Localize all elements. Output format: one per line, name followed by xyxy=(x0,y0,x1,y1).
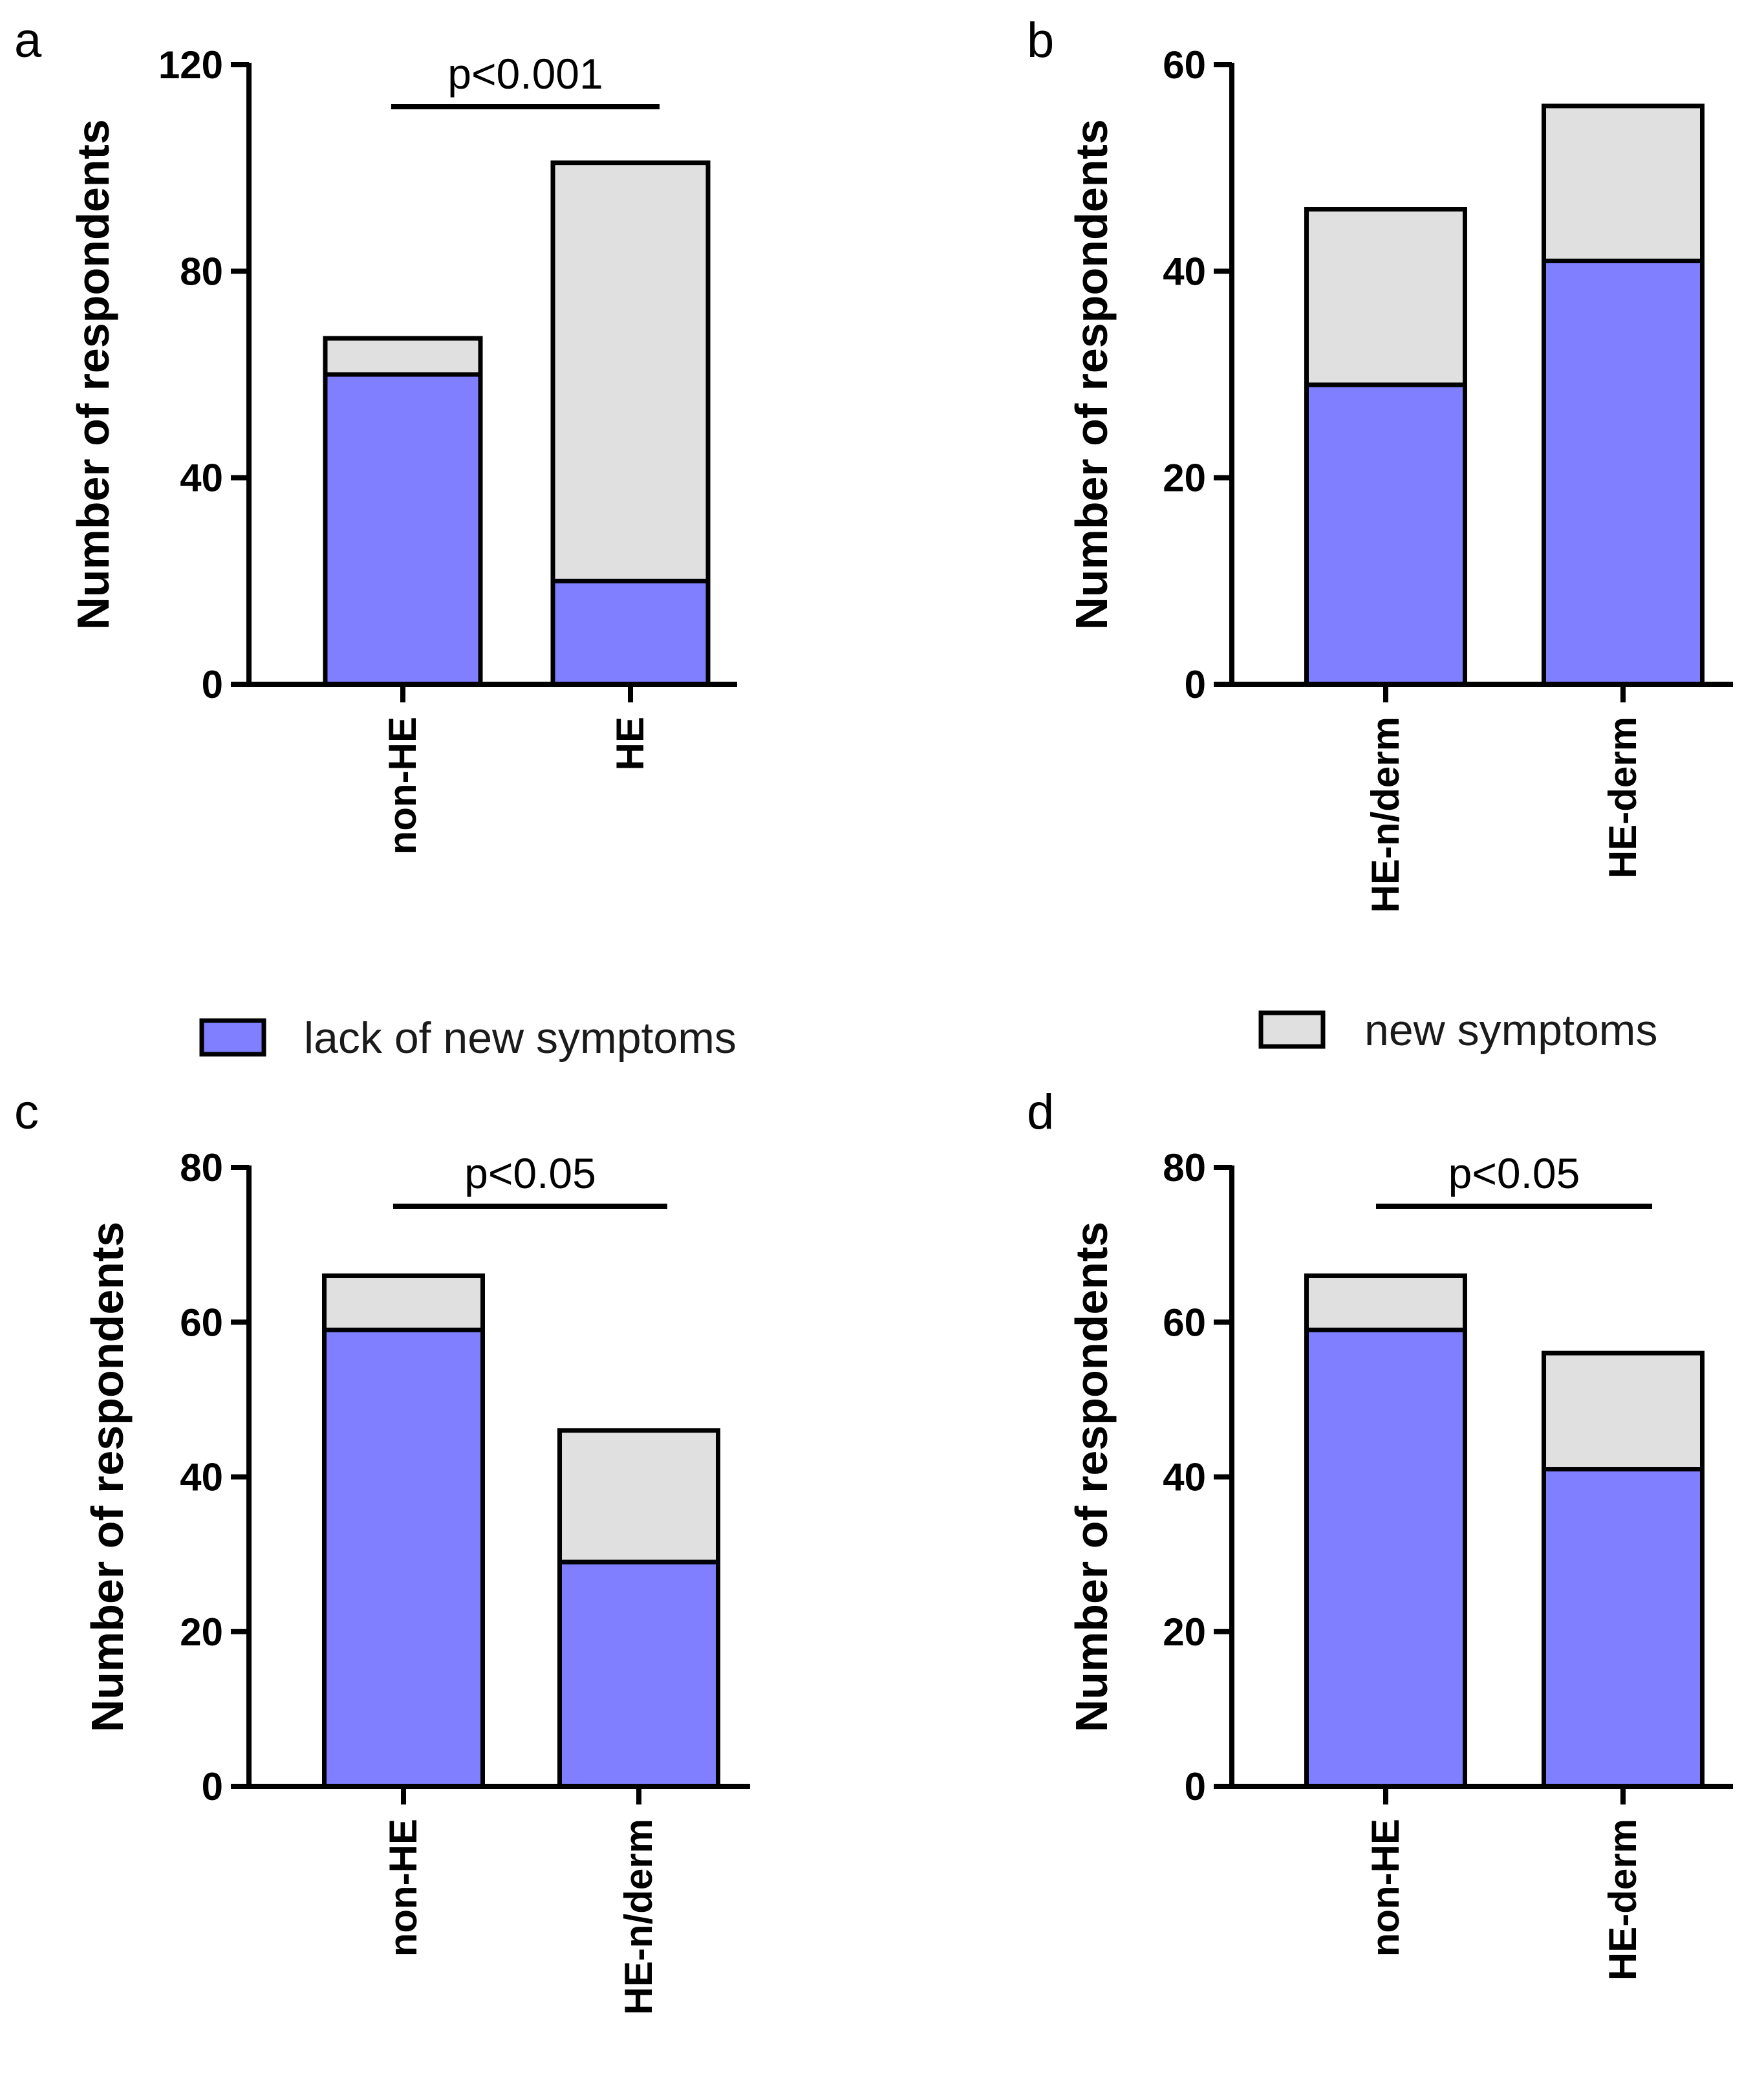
significance-label: p<0.001 xyxy=(447,50,603,98)
legend: lack of new symptoms new symptoms xyxy=(199,1006,1657,1063)
bar-new-symptoms-he xyxy=(550,160,711,583)
panel-letter: a xyxy=(14,13,42,68)
y-tick-label: 60 xyxy=(1163,43,1206,87)
x-category-label: non-HE xyxy=(381,717,424,854)
y-tick-label: 60 xyxy=(1163,1301,1206,1344)
bar-lack-of-new-symptoms-he-n-derm xyxy=(557,1559,720,1789)
y-tick-label: 0 xyxy=(202,663,223,706)
x-category-label: HE-n/derm xyxy=(1364,717,1407,913)
y-tick-label: 40 xyxy=(180,1456,223,1499)
chart-panel-c: c Number of respondents 0 20 40 60 80 non-HE HE-… xyxy=(14,1085,750,2015)
y-tick-label: 0 xyxy=(202,1765,223,1808)
y-axis-label: Number of respondents xyxy=(1066,119,1117,630)
y-tick-label: 0 xyxy=(1185,663,1206,706)
bar-lack-of-new-symptoms-he-derm xyxy=(1542,1467,1705,1789)
y-tick-label: 80 xyxy=(1163,1146,1206,1189)
y-tick-label: 80 xyxy=(180,1146,223,1189)
bar-lack-of-new-symptoms-non-he xyxy=(323,372,483,687)
significance-label: p<0.05 xyxy=(464,1149,596,1197)
x-category-label: HE xyxy=(608,717,652,770)
panel-letter: c xyxy=(14,1085,39,1140)
bar-lack-of-new-symptoms-he-n-derm xyxy=(1304,382,1467,687)
chart-panel-a: a Number of respondents 0 40 80 120 non-HE HE p<… xyxy=(14,13,737,854)
bar-lack-of-new-symptoms-non-he xyxy=(322,1327,485,1789)
y-tick-label: 20 xyxy=(1163,457,1206,500)
legend-label-lack-of-new-symptoms: lack of new symptoms xyxy=(304,1013,737,1063)
bar-new-symptoms-non-he xyxy=(1304,1273,1467,1332)
x-category-label: HE-n/derm xyxy=(617,1819,660,2015)
bar-new-symptoms-he-n-derm xyxy=(557,1428,720,1565)
significance-label: p<0.05 xyxy=(1448,1149,1580,1197)
bar-new-symptoms-non-he xyxy=(323,336,483,377)
y-tick-label: 40 xyxy=(180,457,223,500)
legend-label-new-symptoms: new symptoms xyxy=(1364,1006,1657,1055)
x-category-label: HE-derm xyxy=(1601,717,1644,878)
x-category-label: non-HE xyxy=(382,1819,425,1956)
y-tick-label: 120 xyxy=(158,43,223,87)
bar-new-symptoms-he-derm xyxy=(1542,103,1705,263)
legend-swatch-new-symptoms xyxy=(1258,1010,1326,1049)
y-tick-label: 20 xyxy=(1163,1610,1206,1654)
y-axis-label: Number of respondents xyxy=(1066,1222,1117,1733)
bar-lack-of-new-symptoms-he-derm xyxy=(1542,258,1705,687)
bar-new-symptoms-he-n-derm xyxy=(1304,207,1467,387)
panel-letter: d xyxy=(1027,1085,1054,1140)
y-tick-label: 0 xyxy=(1185,1765,1206,1808)
y-tick-label: 60 xyxy=(180,1301,223,1344)
bar-lack-of-new-symptoms-he xyxy=(550,578,711,687)
chart-panel-d: d Number of respondents 0 20 40 60 80 non-HE HE-… xyxy=(1027,1085,1733,1980)
legend-swatch-lack-of-new-symptoms xyxy=(199,1018,266,1057)
bar-new-symptoms-non-he xyxy=(322,1273,485,1332)
bar-new-symptoms-he-derm xyxy=(1542,1350,1705,1472)
panel-letter: b xyxy=(1027,13,1054,68)
y-axis-label: Number of respondents xyxy=(68,119,118,630)
y-tick-label: 40 xyxy=(1163,1456,1206,1499)
y-tick-label: 80 xyxy=(180,250,223,293)
panels-group: a Number of respondents 0 40 80 120 non-HE HE p<… xyxy=(14,13,1733,2015)
bar-lack-of-new-symptoms-non-he xyxy=(1304,1327,1467,1789)
y-tick-label: 40 xyxy=(1163,250,1206,293)
x-category-label: non-HE xyxy=(1364,1819,1407,1956)
y-axis-label: Number of respondents xyxy=(82,1222,133,1733)
x-category-label: HE-derm xyxy=(1601,1819,1644,1980)
y-tick-label: 20 xyxy=(180,1610,223,1654)
